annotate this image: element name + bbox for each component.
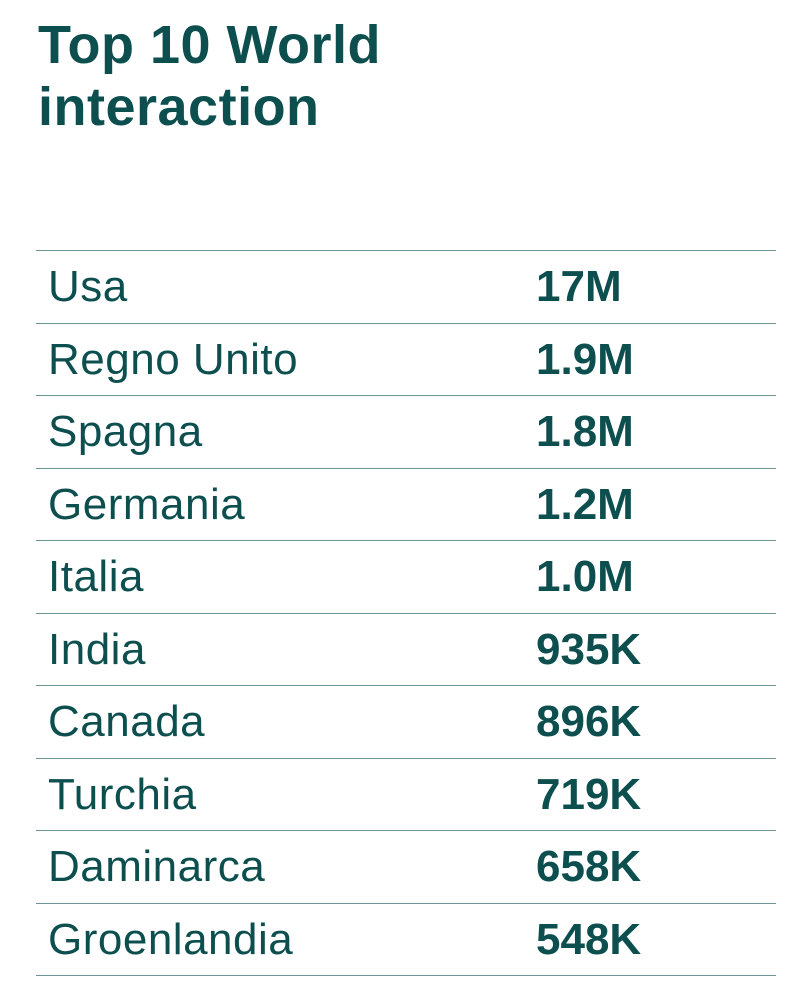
- title-line-2: interaction: [38, 77, 320, 137]
- table-row: India 935K: [36, 614, 776, 686]
- table-row: Groenlandia 548K: [36, 904, 776, 976]
- country-name: Daminarca: [48, 842, 266, 891]
- table-row: Usa 17M: [36, 251, 776, 324]
- country-value: 548K: [536, 914, 642, 964]
- country-name: Germania: [48, 479, 246, 529]
- country-value: 935K: [536, 624, 642, 674]
- country-name: Canada: [48, 697, 206, 746]
- country-name: India: [48, 624, 146, 674]
- country-value: 896K: [536, 697, 642, 746]
- country-name: Italia: [48, 552, 144, 601]
- table-row: Spagna 1.8M: [36, 396, 776, 469]
- table-row: Turchia 719K: [36, 759, 776, 831]
- country-value: 1.0M: [536, 552, 634, 601]
- country-name: Regno Unito: [48, 334, 299, 384]
- country-value: 719K: [536, 769, 642, 819]
- ranking-table: Usa 17M Regno Unito 1.9M Spagna 1.8M Ger…: [36, 250, 776, 976]
- page-title: Top 10 World interaction: [38, 14, 638, 138]
- title-line-1: Top 10 World: [38, 15, 381, 75]
- table-row: Germania 1.2M: [36, 469, 776, 541]
- country-name: Spagna: [48, 407, 203, 456]
- table-row: Regno Unito 1.9M: [36, 324, 776, 396]
- table-row: Canada 896K: [36, 686, 776, 759]
- country-name: Turchia: [48, 769, 197, 819]
- country-value: 1.2M: [536, 479, 634, 529]
- country-name: Groenlandia: [48, 914, 294, 964]
- country-value: 658K: [536, 842, 642, 891]
- country-name: Usa: [48, 262, 128, 311]
- country-value: 1.8M: [536, 407, 634, 456]
- country-value: 1.9M: [536, 334, 634, 384]
- table-row: Daminarca 658K: [36, 831, 776, 904]
- table-row: Italia 1.0M: [36, 541, 776, 614]
- country-value: 17M: [536, 262, 622, 311]
